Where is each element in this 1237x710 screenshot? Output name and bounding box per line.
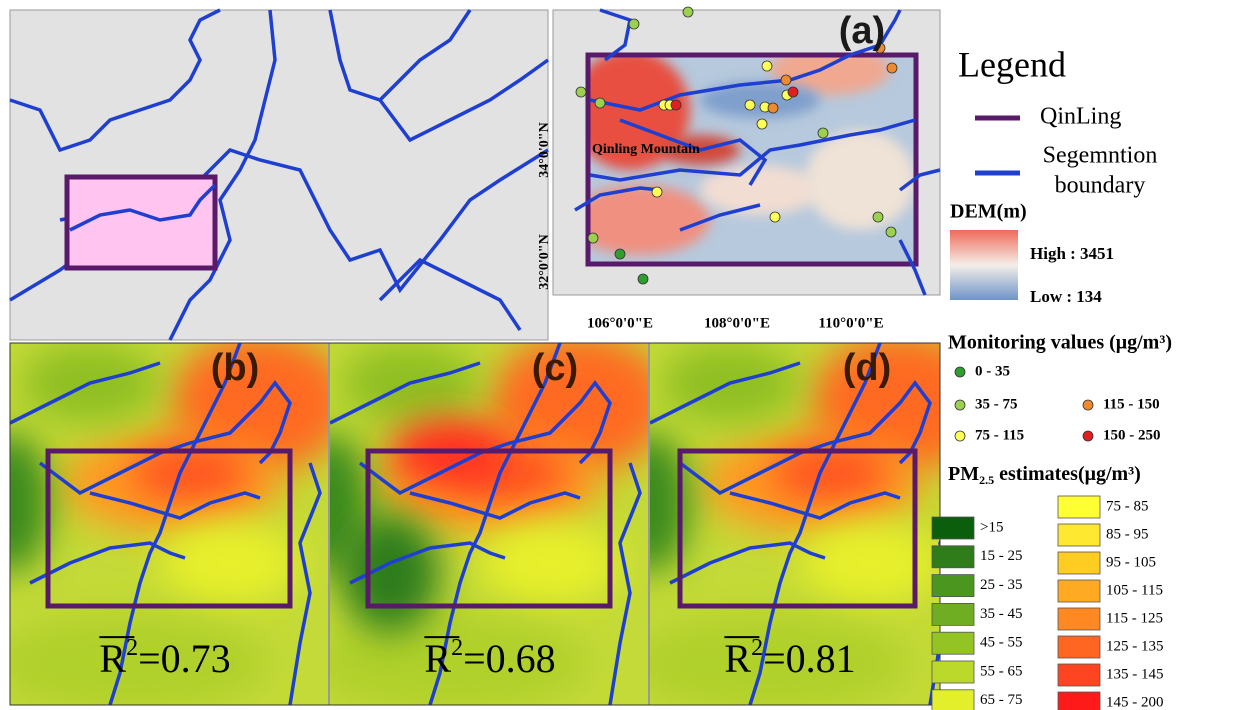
monitoring-swatch (955, 367, 965, 377)
pm-label: 55 - 65 (980, 663, 1023, 679)
lat-label: 34°0'0"N (537, 122, 552, 177)
pm-label: 45 - 55 (980, 635, 1023, 651)
legend-label: boundary (1055, 173, 1146, 199)
pm-swatch (1058, 636, 1100, 658)
pm-swatch (932, 603, 974, 625)
pm-label: 125 - 135 (1106, 638, 1164, 654)
monitoring-label: 35 - 75 (975, 396, 1018, 412)
pm-swatch (932, 690, 974, 710)
pm-swatch (932, 546, 974, 568)
legend-label: Segemntion (1043, 143, 1158, 169)
pm-swatch (932, 575, 974, 597)
monitoring-label: 75 - 115 (975, 427, 1024, 443)
pm-swatch (1058, 580, 1100, 602)
lon-label: 108°0'0"E (704, 315, 770, 331)
pm-swatch (1058, 552, 1100, 574)
r2-symbol: R (724, 636, 751, 681)
pm-label: 35 - 45 (980, 606, 1023, 622)
pm-title: PM2.5 estimates(μg/m³) (948, 463, 1141, 487)
pm-swatch (932, 632, 974, 654)
panel-label: (b) (211, 347, 260, 389)
pm-label: 75 - 85 (1106, 498, 1149, 514)
r2-symbol: R (424, 636, 451, 681)
monitoring-title: Monitoring values (μg/m³) (948, 332, 1172, 354)
r2-sup: 2 (751, 635, 763, 661)
pm-label: 25 - 35 (980, 577, 1023, 593)
pm-label: 95 - 105 (1106, 554, 1156, 570)
r2-label: R2=0.68 (424, 635, 555, 682)
panel-label: (d) (843, 347, 892, 389)
dem-map: (a) Qinling Mountain 34°0'0"N 32°0'0"N 1… (537, 7, 940, 331)
r2-value: =0.73 (138, 636, 231, 681)
r2-value: =0.81 (763, 636, 856, 681)
r2-symbol: R (99, 636, 126, 681)
legend-label: QinLing (1040, 104, 1121, 130)
pm-swatch (1058, 524, 1100, 546)
dem-title: DEM(m) (950, 201, 1027, 223)
r2-label: R2=0.81 (724, 635, 855, 682)
pm-swatch (1058, 496, 1100, 518)
monitoring-swatch (955, 400, 965, 410)
monitoring-label: 115 - 150 (1103, 396, 1160, 412)
legend: Legend QinLing Segemntion boundary DEM(m… (932, 44, 1172, 710)
legend-title: Legend (958, 44, 1066, 84)
r2-label: R2=0.73 (99, 635, 230, 682)
r2-sup: 2 (451, 635, 463, 661)
r2-value: =0.68 (463, 636, 556, 681)
dem-low: Low : 134 (1030, 287, 1102, 306)
pm-swatch (932, 661, 974, 683)
monitoring-swatch (955, 431, 965, 441)
pm-label: 105 - 115 (1106, 582, 1163, 598)
monitoring-label: 0 - 35 (975, 363, 1010, 379)
pm-swatch (1058, 692, 1100, 710)
lat-label: 32°0'0"N (537, 234, 552, 289)
monitoring-label: 150 - 250 (1103, 427, 1161, 443)
pm-swatch (1058, 608, 1100, 630)
pm-label: 65 - 75 (980, 692, 1023, 708)
monitoring-swatch (1083, 400, 1093, 410)
panel-label: (c) (532, 347, 578, 389)
figure: (a) Qinling Mountain 34°0'0"N 32°0'0"N 1… (0, 0, 1237, 710)
pm-label: 15 - 25 (980, 548, 1023, 564)
mountain-label: Qinling Mountain (592, 142, 700, 157)
pm-swatch (932, 517, 974, 539)
dem-ramp (950, 230, 1018, 300)
pm-swatch (1058, 664, 1100, 686)
pm-label: 135 - 145 (1106, 666, 1164, 682)
pm-label: 115 - 125 (1106, 610, 1163, 626)
pm-label: 85 - 95 (1106, 526, 1149, 542)
overview-map (10, 10, 548, 340)
pm-label: 145 - 200 (1106, 694, 1164, 710)
lon-label: 106°0'0"E (587, 315, 653, 331)
monitoring-swatch (1083, 431, 1093, 441)
r2-sup: 2 (126, 635, 138, 661)
dem-high: High : 3451 (1030, 244, 1114, 263)
pm-label: >15 (980, 519, 1003, 535)
panel-label: (a) (839, 10, 885, 52)
lon-label: 110°0'0"E (818, 315, 883, 331)
